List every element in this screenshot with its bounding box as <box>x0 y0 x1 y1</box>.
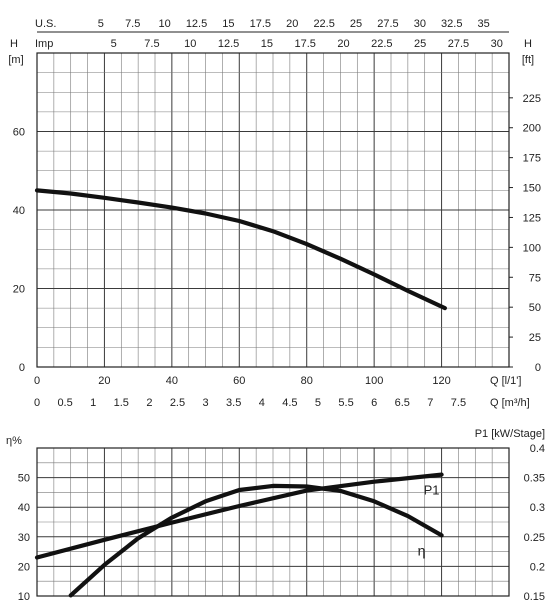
x-axis-m3h-tick-label: 5.5 <box>338 397 353 409</box>
x-axis-lpm-tick-label: 60 <box>233 375 245 387</box>
x-axis-m3h-tick-label: 7.5 <box>451 397 466 409</box>
top-axis-us-tick-label: 7.5 <box>125 18 140 30</box>
top-axis-us-tick-label: 30 <box>414 18 426 30</box>
head-left-axis-unit: [m] <box>8 54 23 66</box>
top-axis-imp-tick-label: 10 <box>184 38 196 50</box>
x-axis-lpm-tick-label: 80 <box>301 375 313 387</box>
top-axis-imp-tick-label: 12.5 <box>218 38 239 50</box>
top-axis-imp-tick-label: 5 <box>111 38 117 50</box>
head-right-tick-label: 50 <box>529 302 541 314</box>
x-axis-m3h-tick-label: 5 <box>315 397 321 409</box>
x-axis-m3h-tick-label: 6 <box>371 397 377 409</box>
top-axis-imp-tick-label: 27.5 <box>448 38 469 50</box>
eff-left-axis-title: η% <box>6 435 22 447</box>
head-right-axis-unit: [ft] <box>522 54 534 66</box>
head-left-tick-label: 40 <box>13 205 25 217</box>
top-axis-imp-label: Imp <box>35 38 53 50</box>
x-axis-m3h-tick-label: 4 <box>259 397 265 409</box>
head-left-tick-label: 0 <box>19 362 25 374</box>
eff-right-tick-label: 0.4 <box>530 443 545 455</box>
head-right-axis-title: H <box>524 38 532 50</box>
efficiency-grid <box>37 448 509 596</box>
top-axis-us-tick-label: 12.5 <box>186 18 207 30</box>
top-axis-us-tick-label: 35 <box>478 18 490 30</box>
x-axis-m3h-tick-label: 3 <box>203 397 209 409</box>
head-right-tick-label: 225 <box>523 93 541 105</box>
x-axis-m3h-tick-label: 6.5 <box>395 397 410 409</box>
eff-right-tick-label: 0.2 <box>530 561 545 573</box>
head-right-tick-label: 200 <box>523 123 541 135</box>
eff-right-tick-label: 0.15 <box>524 591 545 603</box>
top-axis-imp-tick-label: 30 <box>491 38 503 50</box>
top-flow-axes: U.S. 5 7.5 10 12.5 15 17.5 20 22.5 25 27.5 30 32.5 35… <box>35 18 509 50</box>
efficiency-axes: η% 10 20 30 40 50 P1 [kW/Stage] 0.15 0.2 0.25 0.3 0… <box>6 428 545 603</box>
power-curve <box>34 472 444 560</box>
top-axis-us-tick-label: 15 <box>222 18 234 30</box>
head-left-tick-label: 60 <box>13 127 25 139</box>
top-axis-us-tick-label: 20 <box>286 18 298 30</box>
x-axis-m3h-tick-label: 0.5 <box>57 397 72 409</box>
x-axis-lpm-tick-label: 20 <box>98 375 110 387</box>
efficiency-power-chart: η% 10 20 30 40 50 P1 [kW/Stage] 0.15 0.2 0.25 0.3 0… <box>6 428 545 603</box>
eff-left-tick-label: 10 <box>18 591 30 603</box>
eff-plot-frame <box>36 447 510 597</box>
x-axis-lpm-tick-label: 120 <box>432 375 450 387</box>
x-axis-m3h-tick-label: 3.5 <box>226 397 241 409</box>
head-right-tick-label: 125 <box>523 212 541 224</box>
x-axis-m3h-tick-label: 4.5 <box>282 397 297 409</box>
eff-right-tick-label: 0.25 <box>524 532 545 544</box>
head-right-tick-label: 175 <box>523 153 541 165</box>
head-right-tick-label: 100 <box>523 242 541 254</box>
top-axis-imp-tick-label: 25 <box>414 38 426 50</box>
x-axis-m3h-tick-label: 2.5 <box>170 397 185 409</box>
top-axis-imp-tick-label: 7.5 <box>144 38 159 50</box>
top-axis-us-tick-label: 27.5 <box>377 18 398 30</box>
top-axis-us-tick-label: 22.5 <box>313 18 334 30</box>
head-grid <box>37 53 509 367</box>
top-axis-imp-tick-label: 20 <box>337 38 349 50</box>
head-left-axis-title: H <box>10 38 18 50</box>
x-axis-lpm-tick-label: 40 <box>166 375 178 387</box>
eff-right-tick-label: 0.3 <box>530 502 545 514</box>
x-axis-m3h-tick-label: 2 <box>146 397 152 409</box>
eff-right-tick-label: 0.35 <box>524 473 545 485</box>
top-axis-us-tick-label: 17.5 <box>250 18 271 30</box>
head-right-tick-label: 150 <box>523 183 541 195</box>
head-chart: H [m] 0 20 40 60 H [ft] 0 25 50 75 100 125 150 175 200 22… <box>8 38 541 374</box>
top-axis-us-label: U.S. <box>35 18 56 30</box>
head-left-tick-label: 20 <box>13 284 25 296</box>
x-axis-m3h-tick-label: 1.5 <box>114 397 129 409</box>
head-plot-frame <box>36 52 510 368</box>
x-axis-m3h-title: Q [m³/h] <box>490 397 530 409</box>
top-axis-imp-tick-label: 22.5 <box>371 38 392 50</box>
top-axis-imp-tick-label: 15 <box>261 38 273 50</box>
x-axis-lpm-tick-label: 0 <box>34 375 40 387</box>
bottom-flow-axes: 0 20 40 60 80 100 120 Q [l/1'] 0 0.5 1 1.5 2 2.5 3 3.5 4… <box>34 375 530 409</box>
efficiency-curve <box>68 483 444 598</box>
head-axes: H [m] 0 20 40 60 H [ft] 0 25 50 75 100 125 150 175 200 22… <box>8 38 541 374</box>
head-right-tick-label: 25 <box>529 332 541 344</box>
eff-left-tick-label: 20 <box>18 561 30 573</box>
x-axis-m3h-tick-label: 0 <box>34 397 40 409</box>
eff-left-tick-label: 40 <box>18 502 30 514</box>
power-curve-label: P1 <box>424 483 440 498</box>
x-axis-lpm-title: Q [l/1'] <box>490 375 521 387</box>
x-axis-m3h-tick-label: 1 <box>90 397 96 409</box>
top-axis-us-tick-label: 25 <box>350 18 362 30</box>
efficiency-curve-label: η <box>418 542 426 558</box>
head-right-tick-label: 75 <box>529 272 541 284</box>
eff-left-tick-label: 50 <box>18 473 30 485</box>
eff-left-tick-label: 30 <box>18 532 30 544</box>
x-axis-m3h-tick-label: 7 <box>427 397 433 409</box>
top-axis-us-tick-label: 32.5 <box>441 18 462 30</box>
head-right-tick-label: 0 <box>535 362 541 374</box>
top-axis-us-tick-label: 5 <box>98 18 104 30</box>
head-curve <box>34 188 447 311</box>
eff-right-axis-title: P1 [kW/Stage] <box>475 428 545 440</box>
top-axis-us-tick-label: 10 <box>158 18 170 30</box>
top-axis-imp-tick-label: 17.5 <box>295 38 316 50</box>
x-axis-lpm-tick-label: 100 <box>365 375 383 387</box>
